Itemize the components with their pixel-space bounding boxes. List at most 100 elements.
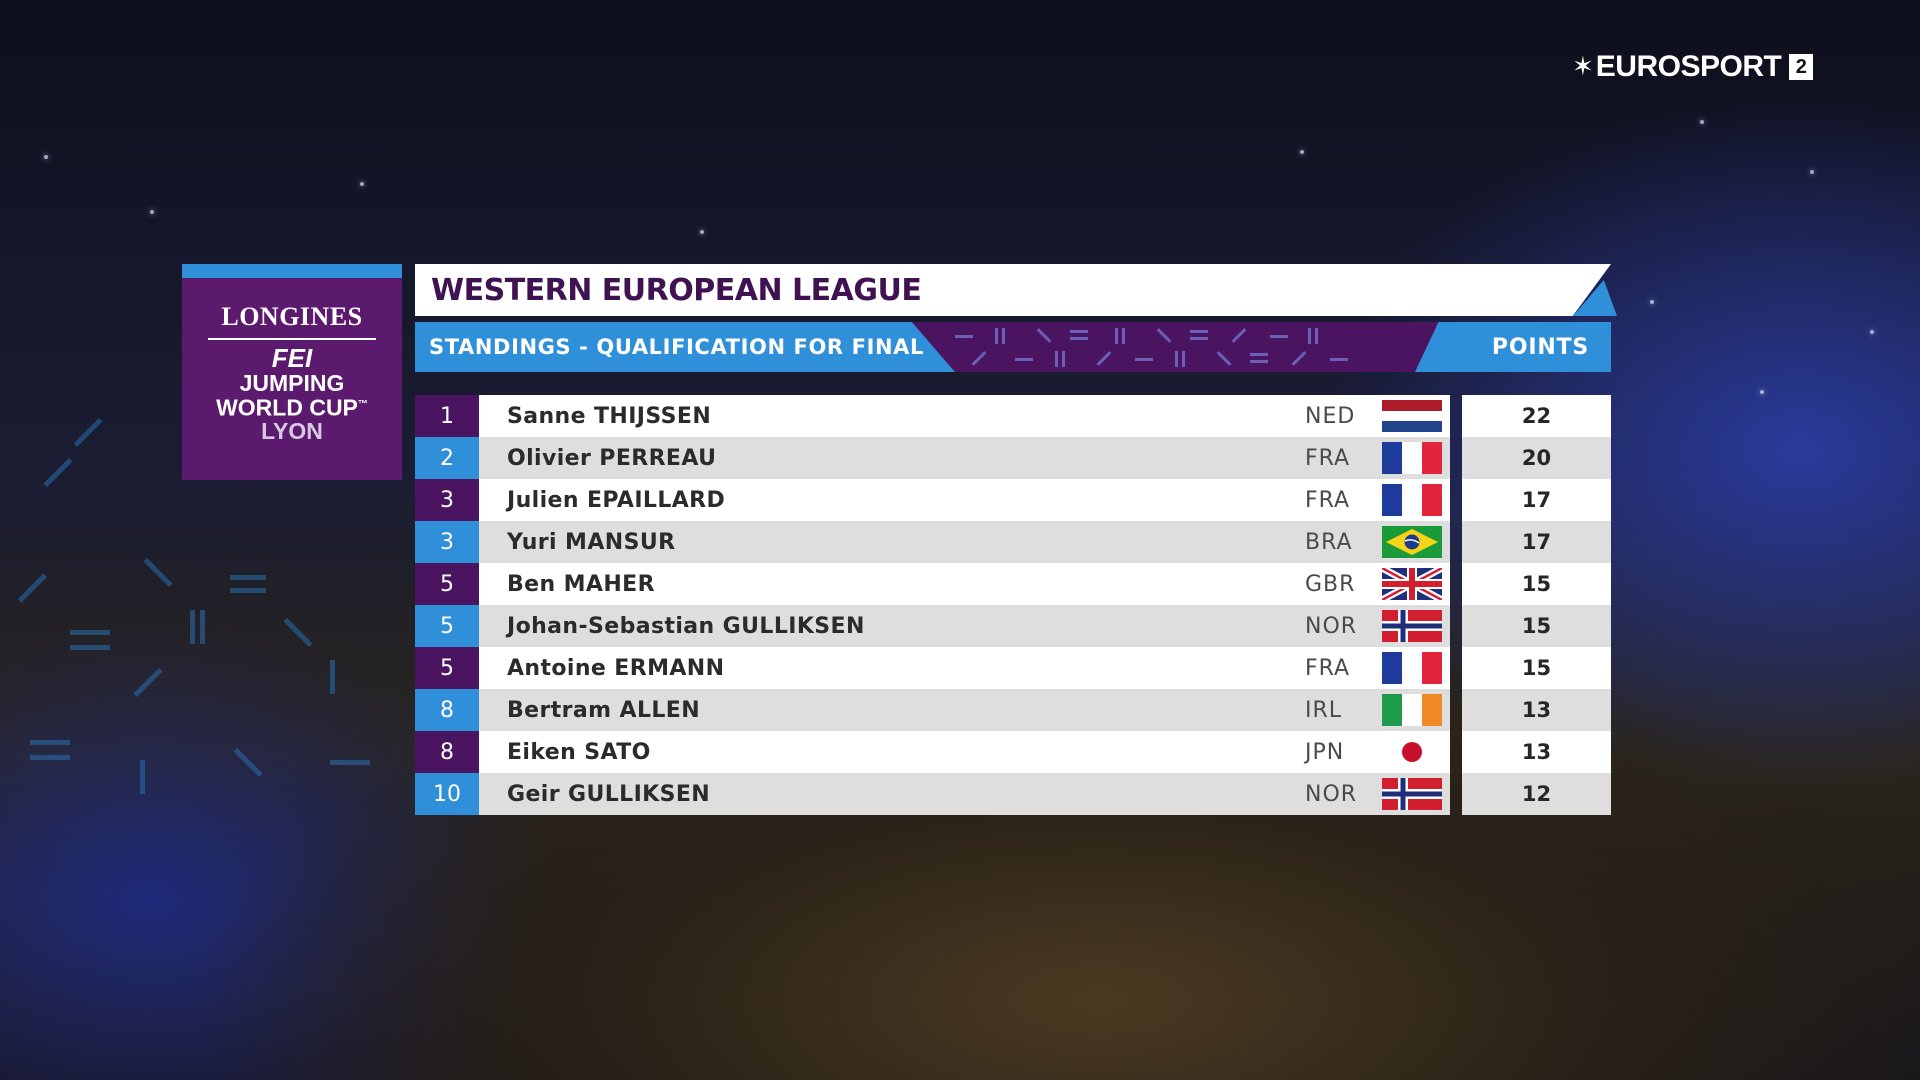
rider-cell: Olivier PERREAU FRA — [479, 437, 1450, 479]
nation-code: IRL — [1305, 698, 1343, 723]
points-cell: 17 — [1462, 479, 1611, 521]
standings-row: 8 Bertram ALLEN IRL 13 — [415, 689, 1611, 731]
rider-cell: Sanne THIJSSEN NED — [479, 395, 1450, 437]
column-gap — [1450, 773, 1462, 815]
standings-title: WESTERN EUROPEAN LEAGUE — [431, 273, 922, 308]
pattern-dash — [1175, 351, 1178, 367]
broadcaster-name: EUROSPORT — [1595, 50, 1782, 83]
standings-row: 10 Geir GULLIKSEN NOR 12 — [415, 773, 1611, 815]
pattern-dash — [1015, 358, 1033, 361]
rank-cell: 3 — [415, 521, 479, 563]
pattern-dash — [1270, 335, 1288, 338]
nation-code: BRA — [1305, 530, 1353, 555]
column-gap — [1450, 479, 1462, 521]
pattern-dash — [70, 630, 110, 635]
column-gap — [1450, 563, 1462, 605]
pattern-dash — [190, 610, 195, 644]
event-city: LYON — [261, 417, 323, 444]
event-name-line1: JUMPING — [239, 370, 345, 396]
pattern-dash — [1291, 351, 1307, 366]
pattern-dash — [1308, 328, 1311, 344]
rider-name: Sanne THIJSSEN — [507, 404, 712, 429]
pattern-dash — [18, 573, 47, 603]
sponsor-name: LONGINES — [221, 302, 363, 331]
rank-cell: 3 — [415, 479, 479, 521]
eurosport-logo: ✶ EUROSPORT 2 — [1572, 50, 1814, 84]
arena-light — [1650, 300, 1654, 304]
standings-title-bar: WESTERN EUROPEAN LEAGUE — [415, 264, 1611, 316]
pattern-dash — [1036, 328, 1052, 343]
nation-code: FRA — [1305, 656, 1351, 681]
pattern-dash — [1190, 330, 1208, 333]
france-flag-icon — [1382, 442, 1442, 474]
nation-code: GBR — [1305, 572, 1356, 597]
event-name-line2-text: WORLD CUP — [216, 394, 358, 421]
points-header-tab — [1415, 322, 1611, 372]
pattern-dash — [955, 335, 973, 338]
rider-name: Julien EPAILLARD — [507, 488, 726, 513]
pattern-dash — [140, 760, 145, 794]
points-cell: 15 — [1462, 605, 1611, 647]
arena-light — [1810, 170, 1814, 174]
nation-code: NOR — [1305, 782, 1358, 807]
rider-name: Bertram ALLEN — [507, 698, 701, 723]
japan-flag-icon — [1382, 736, 1442, 768]
france-flag-icon — [1382, 484, 1442, 516]
points-cell: 15 — [1462, 647, 1611, 689]
arena-light — [1700, 120, 1704, 124]
pattern-dash — [1002, 328, 1005, 344]
standings-row: 3 Yuri MANSUR BRA 17 — [415, 521, 1611, 563]
rider-name: Geir GULLIKSEN — [507, 782, 711, 807]
points-cell: 15 — [1462, 563, 1611, 605]
eurosport-star-icon: ✶ — [1572, 52, 1594, 82]
pattern-dash — [1190, 337, 1208, 340]
standings-row: 5 Johan-Sebastian GULLIKSEN NOR 15 — [415, 605, 1611, 647]
pattern-dash — [330, 760, 370, 765]
arena-light — [700, 230, 704, 234]
pattern-dash — [1115, 328, 1118, 344]
pattern-dash — [30, 755, 70, 760]
standings-row: 5 Antoine ERMANN FRA 15 — [415, 647, 1611, 689]
subtitle-tab — [415, 322, 955, 372]
column-gap — [1450, 437, 1462, 479]
rank-cell: 5 — [415, 647, 479, 689]
rank-cell: 5 — [415, 563, 479, 605]
standings-subtitle: STANDINGS - QUALIFICATION FOR FINAL — [429, 335, 924, 359]
rider-name: Yuri MANSUR — [507, 530, 676, 555]
rank-cell: 5 — [415, 605, 479, 647]
rider-cell: Johan-Sebastian GULLIKSEN NOR — [479, 605, 1450, 647]
pattern-dash — [971, 351, 987, 366]
rank-cell: 8 — [415, 689, 479, 731]
rider-cell: Yuri MANSUR BRA — [479, 521, 1450, 563]
rank-cell: 10 — [415, 773, 479, 815]
ireland-flag-icon — [1382, 694, 1442, 726]
pattern-dash — [1315, 328, 1318, 344]
pattern-dash — [230, 575, 266, 580]
rider-cell: Bertram ALLEN IRL — [479, 689, 1450, 731]
channel-number: 2 — [1789, 54, 1814, 80]
rider-cell: Ben MAHER GBR — [479, 563, 1450, 605]
points-cell: 13 — [1462, 731, 1611, 773]
pattern-dash — [1055, 351, 1058, 367]
arena-light — [1870, 330, 1874, 334]
event-logo: LONGINES FEI JUMPING WORLD CUP™ LYON — [182, 264, 402, 480]
pattern-dash — [1250, 353, 1268, 356]
logo-divider — [208, 338, 376, 340]
brazil-flag-icon — [1382, 526, 1442, 558]
pattern-dash — [1330, 358, 1348, 361]
pattern-dash — [330, 660, 335, 694]
pattern-dash — [1122, 328, 1125, 344]
rider-cell: Eiken SATO JPN — [479, 731, 1450, 773]
rider-name: Ben MAHER — [507, 572, 655, 597]
arena-light — [150, 210, 154, 214]
points-cell: 13 — [1462, 689, 1611, 731]
points-header: POINTS — [1491, 335, 1589, 360]
rider-cell: Antoine ERMANN FRA — [479, 647, 1450, 689]
fei-logo: FEI — [271, 343, 313, 373]
pattern-dash — [1250, 360, 1268, 363]
pattern-dash — [230, 588, 266, 593]
column-gap — [1450, 731, 1462, 773]
standings-table: 1 Sanne THIJSSEN NED 22 2 Olivier PERREAU FRA 2… — [415, 395, 1611, 815]
france-flag-icon — [1382, 652, 1442, 684]
pattern-dash — [143, 558, 173, 587]
